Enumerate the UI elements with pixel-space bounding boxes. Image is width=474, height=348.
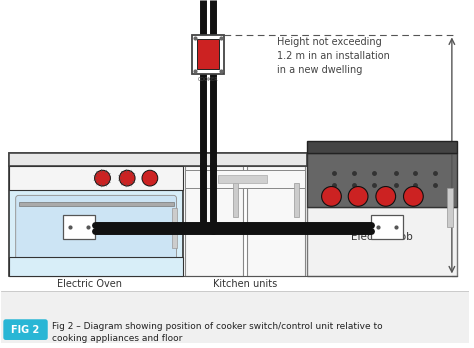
Circle shape — [321, 187, 341, 206]
Circle shape — [142, 170, 158, 186]
Bar — [9, 153, 310, 166]
Bar — [246, 166, 305, 276]
Bar — [192, 34, 224, 74]
Text: Kitchen units: Kitchen units — [213, 279, 278, 289]
Bar — [1, 291, 469, 343]
Bar — [63, 215, 95, 239]
Bar — [185, 170, 305, 188]
Bar — [197, 39, 219, 69]
Text: COOKER: COOKER — [198, 77, 219, 82]
Circle shape — [403, 187, 423, 206]
Bar — [172, 208, 176, 248]
Bar — [185, 166, 243, 276]
Bar — [9, 166, 183, 190]
Bar — [9, 256, 183, 276]
Bar — [447, 188, 453, 227]
Bar — [18, 202, 173, 206]
Text: FIG 2: FIG 2 — [11, 325, 40, 335]
Bar — [1, 0, 469, 291]
Bar — [307, 207, 457, 276]
Bar — [9, 153, 307, 166]
FancyBboxPatch shape — [16, 196, 176, 264]
Text: Height not exceeding
1.2 m in an installation
in a new dwelling: Height not exceeding 1.2 m in an install… — [277, 37, 390, 74]
Bar — [218, 175, 267, 183]
Circle shape — [95, 170, 110, 186]
Circle shape — [119, 170, 135, 186]
Text: Electric Oven: Electric Oven — [57, 279, 122, 289]
Circle shape — [348, 187, 368, 206]
Bar — [9, 166, 183, 276]
Bar — [307, 153, 457, 207]
Text: Electric hob: Electric hob — [351, 232, 413, 242]
Bar — [307, 141, 457, 153]
Bar — [294, 183, 299, 217]
Circle shape — [376, 187, 396, 206]
Bar — [233, 183, 237, 217]
Bar — [371, 215, 402, 239]
Text: Fig 2 – Diagram showing position of cooker switch/control unit relative to
cooki: Fig 2 – Diagram showing position of cook… — [52, 322, 383, 343]
FancyBboxPatch shape — [3, 319, 48, 340]
